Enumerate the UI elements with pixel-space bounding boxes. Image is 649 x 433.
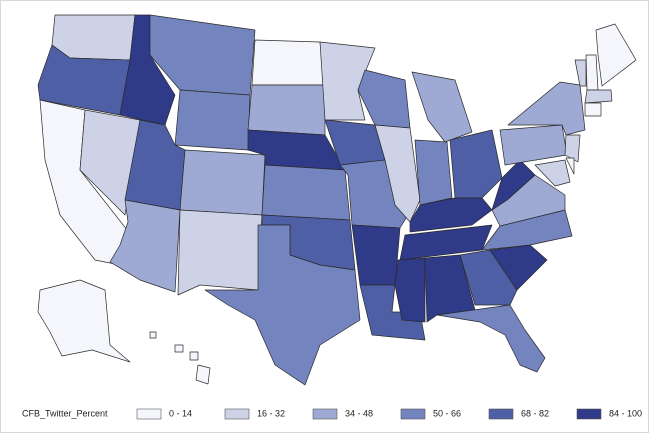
state [79,109,141,216]
legend-swatch [488,408,514,420]
state [189,351,199,361]
legend-label: 68 - 82 [521,408,549,418]
state [351,224,401,286]
legend-swatch [312,408,338,420]
state [179,149,266,216]
legend-label: 16 - 32 [257,408,285,418]
state [574,59,587,87]
state [109,199,181,293]
legend-label: 34 - 48 [345,408,373,418]
legend-label: 84 - 100 [609,408,642,418]
state [584,102,602,117]
legend-swatch [136,408,162,420]
state [247,84,326,136]
state [261,164,351,221]
legend-title: CFB_Twitter_Percent [22,408,108,418]
state [436,304,546,373]
legend: 0 - 14 16 - 32 34 - 48 50 - 66 68 - 82 84 - 1… [136,408,642,420]
legend-swatch [400,408,426,420]
state [565,157,575,175]
legend-label: 50 - 66 [433,408,461,418]
state [37,279,131,363]
state [177,209,263,296]
state [534,159,571,187]
state [409,197,493,233]
state [195,364,211,385]
state [595,23,637,87]
legend-swatch [576,408,602,420]
state [394,257,426,323]
state [149,331,157,339]
state [481,209,573,251]
state [411,71,473,143]
state [585,54,599,91]
state [414,139,453,206]
state [459,249,518,306]
state [51,14,136,61]
state [584,89,613,104]
states [37,14,637,386]
state [507,81,586,136]
state [319,41,376,121]
state [204,224,361,386]
state [174,89,251,151]
state [449,129,503,199]
legend-swatch [224,408,250,420]
legend-label: 0 - 14 [169,408,192,418]
state [174,344,184,353]
state [564,134,581,163]
state [251,39,326,86]
